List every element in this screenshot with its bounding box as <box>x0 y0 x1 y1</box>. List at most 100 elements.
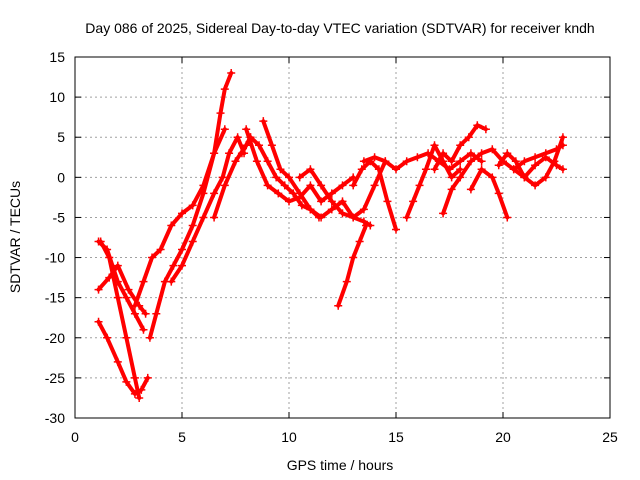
data-point <box>334 301 343 310</box>
data-point <box>511 157 520 166</box>
data-point <box>531 161 540 170</box>
data-point <box>456 173 465 182</box>
data-point <box>139 277 148 286</box>
series-trace <box>96 319 150 396</box>
series-sat-l <box>295 165 375 230</box>
data-point <box>317 197 326 206</box>
data-point <box>295 189 304 198</box>
data-point <box>392 225 400 234</box>
x-tick-label: 0 <box>71 429 79 445</box>
y-axis-label: SDTVAR / TECUs <box>7 181 23 293</box>
data-point <box>178 245 186 254</box>
y-tick-label: -25 <box>45 370 65 386</box>
data-point <box>122 333 131 342</box>
data-point <box>220 181 229 190</box>
data-point <box>267 141 276 150</box>
series-sat-p <box>402 141 465 222</box>
data-point <box>531 181 540 190</box>
data-point <box>178 261 186 270</box>
series-sat-o <box>359 149 486 174</box>
data-point <box>285 197 293 206</box>
data-point <box>210 213 219 222</box>
data-point <box>210 149 219 158</box>
data-point <box>94 317 103 326</box>
data-point <box>402 157 411 166</box>
data-point <box>210 189 219 198</box>
data-point <box>233 133 242 142</box>
data-point <box>359 157 368 166</box>
data-point <box>488 145 497 154</box>
data-point <box>306 205 315 214</box>
data-point <box>503 149 512 158</box>
data-point <box>156 245 165 254</box>
data-point <box>415 181 424 190</box>
data-point <box>439 149 448 158</box>
data-point <box>362 221 371 230</box>
data-point <box>141 309 150 318</box>
data-point <box>338 181 347 190</box>
data-series <box>94 69 567 402</box>
data-point <box>188 201 197 210</box>
data-point <box>122 293 131 302</box>
data-point <box>218 173 227 182</box>
data-point <box>357 165 366 174</box>
data-point <box>338 197 347 206</box>
x-tick-label: 10 <box>281 429 297 445</box>
grid <box>75 57 610 418</box>
series-sat-r <box>430 121 490 174</box>
series-sat-g <box>167 133 249 286</box>
y-tick-label: 10 <box>49 89 65 105</box>
data-point <box>494 161 503 170</box>
data-point <box>220 125 229 134</box>
data-point <box>421 165 430 174</box>
data-point <box>558 133 567 142</box>
data-point <box>466 157 475 166</box>
series-trace <box>351 159 398 232</box>
data-point <box>139 325 148 334</box>
y-tick-label: -5 <box>53 209 66 225</box>
data-point <box>280 181 289 190</box>
data-point <box>374 165 383 174</box>
data-point <box>122 377 131 386</box>
data-point <box>509 165 518 174</box>
data-point <box>456 157 465 166</box>
data-point <box>317 181 326 190</box>
data-point <box>306 165 315 174</box>
data-point <box>430 141 439 150</box>
x-axis-label: GPS time / hours <box>287 457 394 473</box>
data-point <box>295 173 304 182</box>
data-point <box>541 173 550 182</box>
data-point <box>225 149 234 158</box>
data-point <box>359 205 368 214</box>
data-point <box>96 237 105 246</box>
data-point <box>531 153 540 162</box>
data-point <box>263 181 272 190</box>
x-tick-label: 20 <box>495 429 511 445</box>
data-point <box>503 213 512 222</box>
y-tick-label: 15 <box>49 49 65 65</box>
data-point <box>167 277 176 286</box>
data-point <box>231 157 240 166</box>
data-point <box>145 333 154 342</box>
series-sat-c <box>96 237 144 402</box>
data-point <box>130 373 139 382</box>
series-sat-n <box>349 157 400 234</box>
data-point <box>349 181 358 190</box>
data-point <box>456 141 465 150</box>
series-trace <box>96 263 148 316</box>
axis-ticks: 0 5 10 15 20 25 -30 -25 -20 -15 -10 -5 0 5 10 15 <box>45 49 618 445</box>
data-point <box>306 181 315 190</box>
data-point <box>447 157 456 166</box>
data-point <box>188 237 197 246</box>
data-point <box>188 221 197 230</box>
data-point <box>252 157 261 166</box>
data-point <box>227 69 236 78</box>
data-point <box>477 149 486 158</box>
data-point <box>220 85 229 94</box>
data-point <box>327 205 336 214</box>
data-point <box>327 189 336 198</box>
data-point <box>167 221 176 230</box>
data-point <box>124 285 133 294</box>
data-point <box>541 153 550 162</box>
data-point <box>317 213 326 222</box>
